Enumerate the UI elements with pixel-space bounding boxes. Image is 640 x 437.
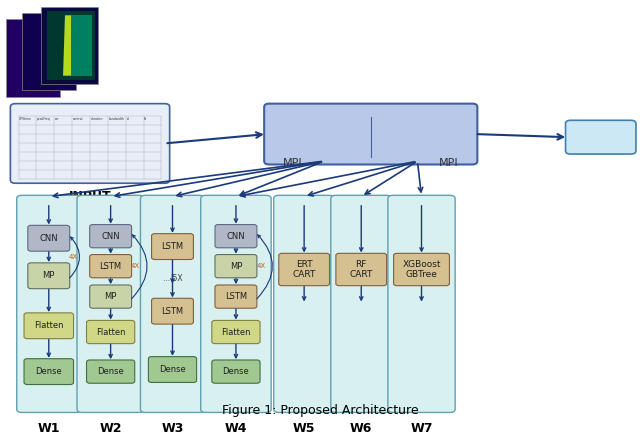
- Text: snr: snr: [55, 118, 60, 121]
- Text: ERT
CART: ERT CART: [292, 260, 316, 279]
- FancyBboxPatch shape: [215, 285, 257, 308]
- Polygon shape: [71, 15, 92, 76]
- FancyBboxPatch shape: [215, 254, 257, 278]
- Text: 4X: 4X: [131, 264, 140, 269]
- Text: W4: W4: [225, 422, 247, 435]
- Text: Figure 1: Proposed Architecture: Figure 1: Proposed Architecture: [221, 405, 419, 417]
- Text: W1: W1: [38, 422, 60, 435]
- Text: W2: W2: [99, 422, 122, 435]
- Text: LSTM: LSTM: [225, 292, 247, 301]
- Text: W5: W5: [293, 422, 316, 435]
- Text: LSTM: LSTM: [161, 307, 184, 316]
- FancyBboxPatch shape: [201, 195, 271, 413]
- FancyBboxPatch shape: [394, 253, 449, 286]
- Text: Fs: Fs: [144, 118, 147, 121]
- Text: RF
CART: RF CART: [349, 260, 373, 279]
- Text: W7: W7: [410, 422, 433, 435]
- FancyBboxPatch shape: [331, 195, 392, 413]
- Text: W6: W6: [350, 422, 372, 435]
- FancyBboxPatch shape: [24, 313, 74, 339]
- Text: bandwidth: bandwidth: [109, 118, 124, 121]
- Text: W3: W3: [161, 422, 184, 435]
- FancyBboxPatch shape: [148, 357, 196, 382]
- FancyBboxPatch shape: [388, 195, 455, 413]
- FancyBboxPatch shape: [24, 359, 74, 385]
- Text: Flatten: Flatten: [221, 327, 251, 336]
- Text: CNN: CNN: [227, 232, 245, 241]
- Text: CNN: CNN: [40, 234, 58, 243]
- Text: duration: duration: [91, 118, 103, 121]
- FancyBboxPatch shape: [47, 11, 95, 80]
- Text: id: id: [126, 118, 129, 121]
- Text: Dense: Dense: [35, 367, 62, 376]
- FancyBboxPatch shape: [77, 195, 144, 413]
- Text: Dense: Dense: [159, 365, 186, 374]
- FancyBboxPatch shape: [22, 13, 76, 90]
- Text: GPStime: GPStime: [19, 118, 32, 121]
- FancyBboxPatch shape: [86, 360, 135, 383]
- Text: peakFreq: peakFreq: [37, 118, 51, 121]
- Text: Linear
Classifier: Linear Classifier: [301, 130, 346, 151]
- Text: LSTM: LSTM: [161, 242, 184, 251]
- Text: MP: MP: [104, 292, 117, 301]
- Text: Flatten: Flatten: [96, 327, 125, 336]
- FancyBboxPatch shape: [152, 234, 193, 260]
- FancyBboxPatch shape: [28, 225, 70, 251]
- FancyBboxPatch shape: [86, 320, 135, 343]
- Text: CNN: CNN: [101, 232, 120, 241]
- FancyBboxPatch shape: [336, 253, 387, 286]
- FancyBboxPatch shape: [90, 254, 132, 278]
- FancyBboxPatch shape: [279, 253, 330, 286]
- FancyBboxPatch shape: [10, 104, 170, 183]
- FancyBboxPatch shape: [140, 195, 205, 413]
- Text: MASTER: MASTER: [329, 112, 412, 130]
- Polygon shape: [63, 15, 71, 76]
- Text: MPI: MPI: [282, 158, 302, 168]
- FancyBboxPatch shape: [90, 225, 132, 248]
- Text: MP: MP: [230, 262, 242, 271]
- FancyBboxPatch shape: [41, 7, 98, 84]
- Text: Output: Output: [579, 132, 623, 142]
- FancyBboxPatch shape: [17, 195, 81, 413]
- FancyBboxPatch shape: [264, 104, 477, 164]
- Text: central: central: [73, 118, 83, 121]
- Text: LSTM: LSTM: [100, 262, 122, 271]
- FancyBboxPatch shape: [212, 360, 260, 383]
- FancyBboxPatch shape: [212, 320, 260, 343]
- Text: Dense: Dense: [223, 367, 250, 376]
- Text: ... 5X: ... 5X: [163, 274, 182, 283]
- Text: XGBoost
GBTree: XGBoost GBTree: [403, 260, 441, 279]
- FancyBboxPatch shape: [152, 298, 193, 324]
- FancyBboxPatch shape: [566, 120, 636, 154]
- Text: 4X: 4X: [256, 264, 266, 269]
- Text: Dense: Dense: [97, 367, 124, 376]
- FancyBboxPatch shape: [28, 263, 70, 289]
- Text: 4X: 4X: [69, 254, 78, 260]
- Text: Hard Voting
Classifier: Hard Voting Classifier: [387, 130, 444, 151]
- FancyBboxPatch shape: [6, 20, 60, 97]
- FancyBboxPatch shape: [215, 225, 257, 248]
- Text: INPUT: INPUT: [68, 191, 111, 203]
- FancyBboxPatch shape: [274, 195, 335, 413]
- Text: Flatten: Flatten: [34, 321, 63, 330]
- Text: MPI: MPI: [440, 158, 459, 168]
- FancyBboxPatch shape: [90, 285, 132, 308]
- Text: MP: MP: [43, 271, 55, 280]
